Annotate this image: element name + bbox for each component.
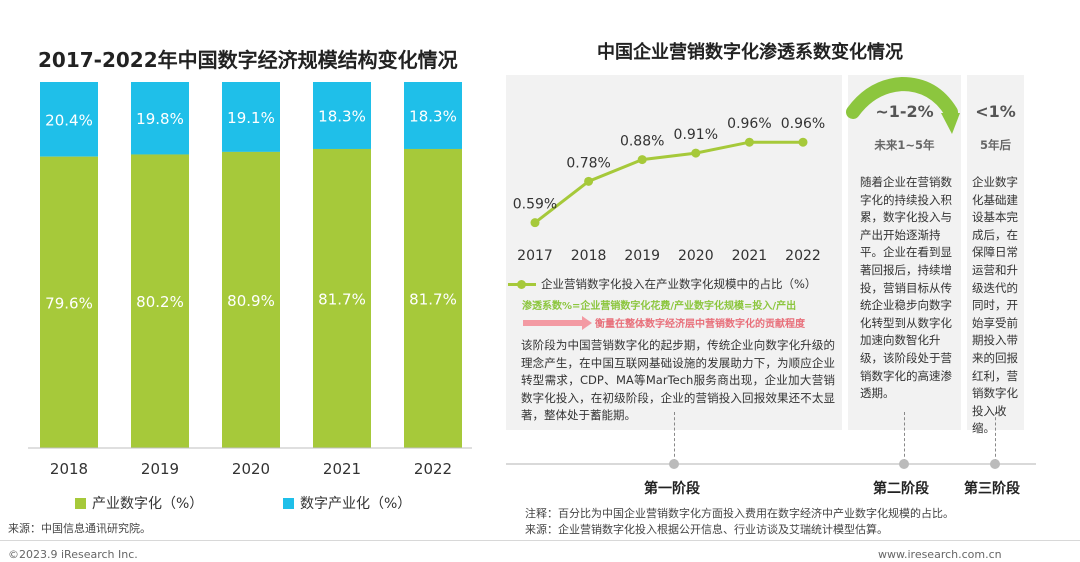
stage3-dot	[990, 459, 1000, 469]
bar-industrial-2019	[131, 154, 189, 448]
stage2-label: 第二阶段	[873, 481, 929, 497]
legend-digital-industrialization: 数字产业化（%）	[283, 493, 411, 513]
bar-industrial-2022	[404, 148, 462, 448]
bar-digital-2022	[404, 82, 462, 149]
label-digital-2021: 18.3%	[318, 107, 366, 125]
label-digital-2022: 18.3%	[409, 107, 457, 125]
label-digital-2020: 19.1%	[227, 109, 275, 127]
legend-swatch-green	[75, 497, 86, 509]
line-legend: 企业营销数字化投入在产业数字化规模中的占比（%）	[508, 276, 816, 292]
left-stacked-bar-chart: 20.4% 79.6% 2018 19.8% 80.2% 2019 19.1% 80.9% 20…	[28, 82, 472, 478]
bar-digital-2020	[222, 82, 280, 152]
label-industrial-2019: 80.2%	[136, 293, 184, 311]
stage3-rate: <1%	[975, 102, 1016, 121]
copyright: ©2023.9 iResearch Inc.	[8, 548, 138, 561]
formula-text: 渗透系数%=企业营销数字化花费/产业数字化规模=投入/产出	[522, 301, 797, 312]
left-chart-title: 2017-2022年中国数字经济规模结构变化情况	[38, 48, 458, 72]
stage3-connector	[995, 412, 996, 462]
right-note: 注释：百分比为中国企业营销数字化方面投入费用在数字经济中产业数字化规模的占比。	[525, 507, 954, 520]
stage2-panel	[848, 75, 961, 430]
label-industrial-2020: 80.9%	[227, 292, 275, 310]
stage1-connector	[674, 412, 675, 462]
measure-note-text: 衡量在整体数字经济层中营销数字化的贡献程度	[595, 319, 805, 330]
x-tick-2018: 2018	[50, 460, 88, 478]
stage2-dot	[899, 459, 909, 469]
pink-arrow-icon	[523, 315, 592, 330]
stage3-label: 第三阶段	[964, 481, 1020, 497]
stage1-description: 该阶段为中国营销数字化的起步期，传统企业向数字化升级的理念产生，在中国互联网基础…	[521, 338, 835, 423]
x-tick-2020: 2020	[232, 460, 270, 478]
bar-digital-2021	[313, 82, 371, 149]
stage1-dot	[669, 459, 679, 469]
x-tick-2021: 2021	[323, 460, 361, 478]
legend-label-industrial-digitalization: 产业数字化（%）	[92, 496, 204, 512]
right-chart-title: 中国企业营销数字化渗透系数变化情况	[597, 42, 903, 63]
label-digital-2018: 20.4%	[45, 111, 93, 129]
measure-note: 衡量在整体数字经济层中营销数字化的贡献程度	[523, 315, 805, 330]
stage1-label: 第一阶段	[644, 481, 700, 497]
stage2-period: 未来1~5年	[874, 138, 935, 152]
line-legend-label: 企业营销数字化投入在产业数字化规模中的占比（%）	[541, 277, 817, 291]
stage1-panel	[506, 75, 842, 430]
label-industrial-2021: 81.7%	[318, 290, 366, 308]
stage-timeline	[506, 463, 1036, 465]
stage3-period: 5年后	[979, 138, 1011, 152]
x-tick-2022: 2022	[414, 460, 452, 478]
website: www.iresearch.com.cn	[878, 548, 1002, 561]
legend-industrial-digitalization: 产业数字化（%）	[75, 493, 203, 513]
legend-swatch-blue	[283, 497, 294, 509]
stage3-description: 企业数字化基础建设基本完成后，在保障日常运营和升级迭代的同时，开始享受前期投入带…	[972, 175, 1018, 436]
x-tick-2019: 2019	[141, 460, 179, 478]
legend-label-digital-industrialization: 数字产业化（%）	[300, 496, 412, 512]
right-source: 来源：企业营销数字化投入根据公开信息、行业访谈及艾瑞统计模型估算。	[525, 523, 888, 536]
label-digital-2019: 19.8%	[136, 110, 184, 128]
bar-industrial-2020	[222, 151, 280, 448]
line-legend-marker	[508, 279, 536, 289]
stage2-rate: ~1-2%	[875, 102, 934, 121]
bar-digital-2019	[131, 82, 189, 155]
bar-industrial-2021	[313, 148, 371, 448]
label-industrial-2018: 79.6%	[45, 294, 93, 312]
footer-divider	[0, 540, 1080, 541]
stage2-connector	[904, 412, 905, 462]
bar-digital-2018	[40, 82, 98, 157]
left-source: 来源：中国信息通讯研究院。	[8, 522, 151, 535]
label-industrial-2022: 81.7%	[409, 290, 457, 308]
stage2-description: 随着企业在营销数字化的持续投入积累，数字化投入与产出开始逐渐持平。企业在看到显著…	[860, 175, 952, 401]
stage3-panel	[967, 75, 1024, 430]
bar-industrial-2018	[40, 156, 98, 448]
